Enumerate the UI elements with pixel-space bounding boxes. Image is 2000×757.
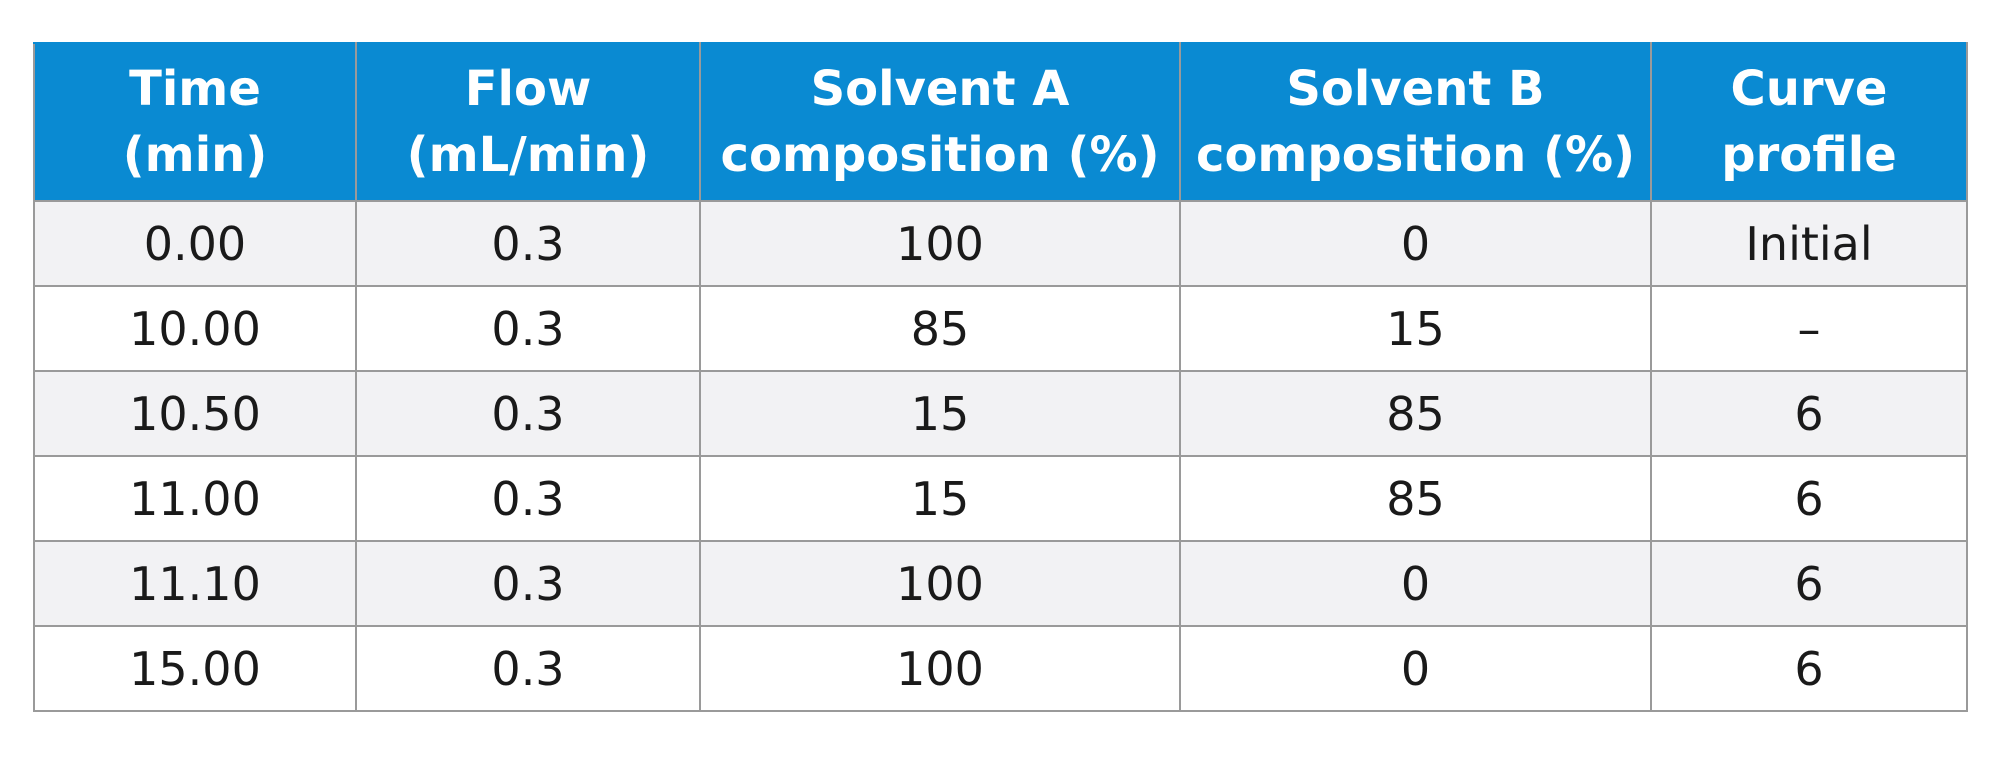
table-cell: Initial — [1650, 200, 1968, 287]
header-text: Curve — [1730, 61, 1888, 117]
table-cell: 15 — [699, 370, 1181, 457]
table-cell: 6 — [1650, 370, 1968, 457]
header-text: Solvent B — [1286, 61, 1545, 117]
table-cell: 0 — [1179, 540, 1652, 627]
table-cell: 0.00 — [33, 200, 357, 287]
header-cell: Time (min) — [33, 42, 357, 202]
header-cell: Solvent B composition (%) — [1179, 42, 1652, 202]
table-cell: 100 — [699, 540, 1181, 627]
table-cell: 85 — [1179, 370, 1652, 457]
table-row: 10.00 0.3 85 15– — [33, 285, 1968, 372]
table-cell: 15 — [699, 455, 1181, 542]
table-cell: 100 — [699, 625, 1181, 712]
table-cell: 0.3 — [355, 200, 701, 287]
table-cell: 11.00 — [33, 455, 357, 542]
table-cell: 0.3 — [355, 540, 701, 627]
table-cell: 10.00 — [33, 285, 357, 372]
table-row: 0.00 0.3 100 0 Initial — [33, 200, 1968, 287]
header-cell: Flow (mL/min) — [355, 42, 701, 202]
table-cell: – — [1650, 285, 1968, 372]
table-cell: 11.10 — [33, 540, 357, 627]
table-row: 11.10 0.3 100 0 6 — [33, 540, 1968, 627]
table-row: 15.00 0.3 100 0 6 — [33, 625, 1968, 712]
header-text: composition (%) — [1195, 127, 1636, 183]
table-row: 11.00 0.3 15 85 6 — [33, 455, 1968, 542]
table-cell: 6 — [1650, 540, 1968, 627]
header-cell: Curve profile — [1650, 42, 1968, 202]
header-text: Solvent A — [810, 61, 1070, 117]
table-cell: 85 — [1179, 455, 1652, 542]
table-body: 0.00 0.3 100 0 Initial 10.00 0.3 85 15–10.50 0.3 1… — [33, 200, 1968, 712]
header-row: Time (min) Flow (mL/min) Solvent A compositio… — [33, 42, 1968, 202]
table-header: Time (min) Flow (mL/min) Solvent A compositio… — [33, 42, 1968, 202]
table-cell: 6 — [1650, 625, 1968, 712]
gradient-table: Time (min) Flow (mL/min) Solvent A compositio… — [33, 42, 1968, 712]
table-cell: 10.50 — [33, 370, 357, 457]
header-cell: Solvent A composition (%) — [699, 42, 1181, 202]
header-text: (mL/min) — [406, 127, 650, 183]
header-text: composition (%) — [720, 127, 1160, 183]
table-cell: 0 — [1179, 625, 1652, 712]
table-cell: 100 — [699, 200, 1181, 287]
table-cell: 15.00 — [33, 625, 357, 712]
header-text: (min) — [122, 127, 268, 183]
table-cell: 15 — [1179, 285, 1652, 372]
table-row: 10.50 0.3 15 85 6 — [33, 370, 1968, 457]
table-cell: 0.3 — [355, 285, 701, 372]
header-text: profile — [1721, 127, 1897, 183]
table-cell: 0.3 — [355, 455, 701, 542]
header-text: Time — [129, 61, 261, 117]
table-cell: 0 — [1179, 200, 1652, 287]
table-cell: 85 — [699, 285, 1181, 372]
table-cell: 0.3 — [355, 625, 701, 712]
header-text: Flow — [464, 61, 592, 117]
table-cell: 0.3 — [355, 370, 701, 457]
table-cell: 6 — [1650, 455, 1968, 542]
